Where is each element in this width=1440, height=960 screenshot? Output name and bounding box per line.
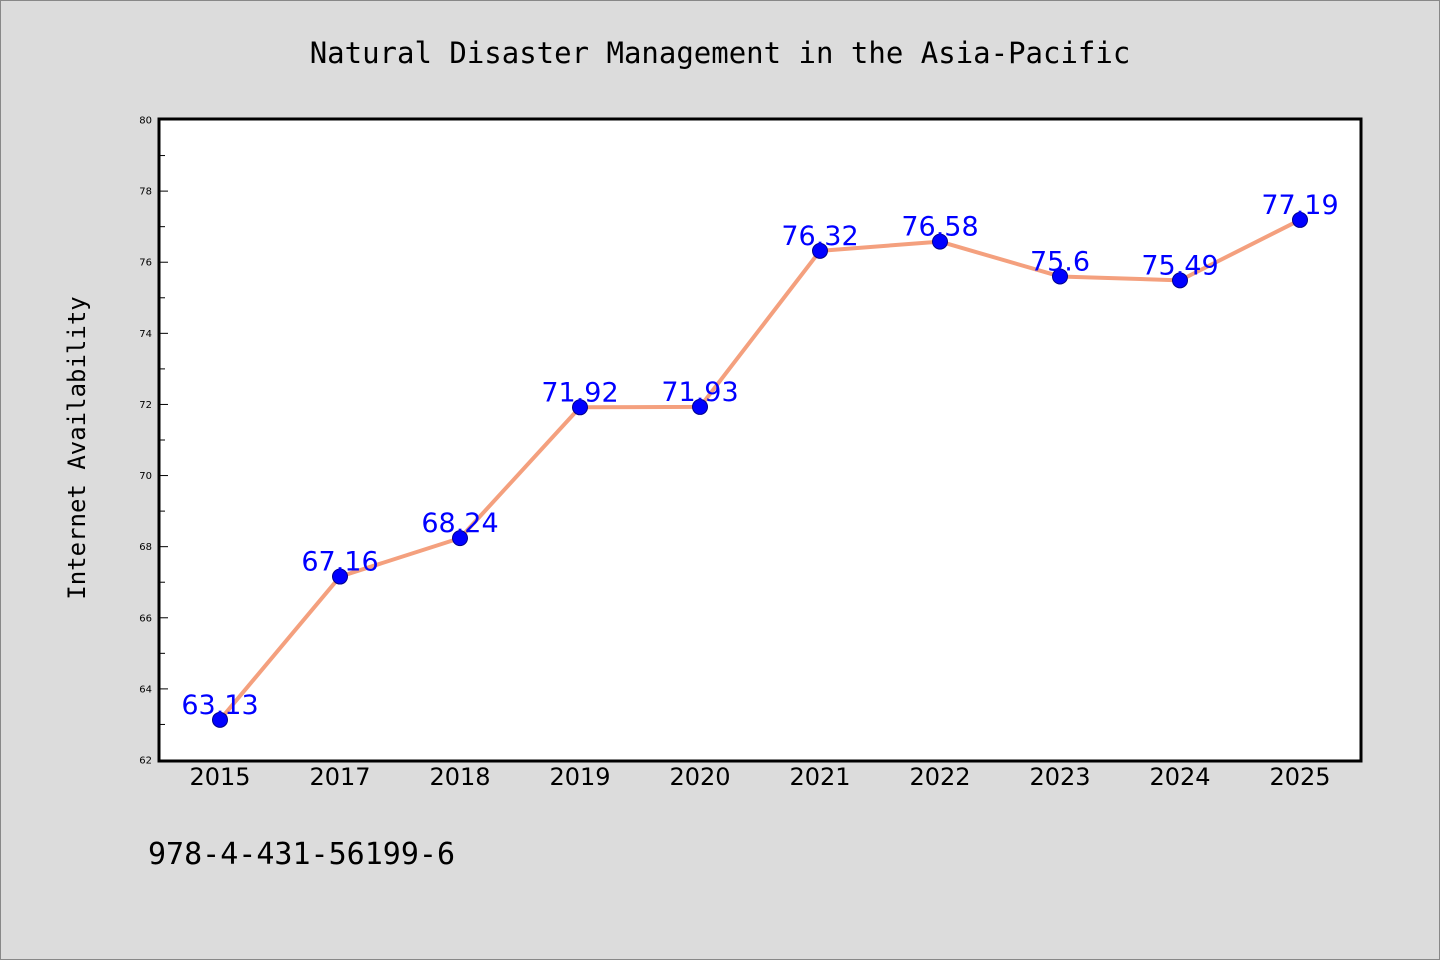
x-tick-label: 2020 [669,763,730,791]
plot-frame [157,117,1363,763]
data-point [572,399,588,416]
series-line [218,217,1302,722]
data-point [452,530,468,547]
y-tick-label: 70 [139,471,152,482]
y-tick-label: 80 [139,116,152,127]
data-label: 71.93 [661,377,738,408]
data-label: 75.6 [1030,246,1090,277]
data-point [1052,268,1068,285]
data-label: 76.32 [781,221,858,252]
data-point [332,568,348,585]
data-point [692,398,708,415]
data-label: 67.16 [301,547,378,578]
x-tick-label: 2024 [1149,763,1210,791]
x-tick-label: 2019 [549,763,610,791]
x-tick-label: 2017 [309,763,370,791]
y-tick-label: 66 [139,613,152,624]
data-point [932,233,948,250]
data-label: 76.58 [901,212,978,243]
data-point [1172,272,1188,289]
axis-ticks: 62 64 66 68 70 72 74 76 78 80 2015 2017 2018 2019 2020… [139,116,1330,792]
y-tick-label: 62 [139,756,152,767]
x-tick-label: 2021 [789,763,850,791]
x-tick-label: 2022 [909,763,970,791]
y-tick-label: 78 [139,187,152,198]
data-label: 68.24 [421,508,498,539]
plot-area [159,119,1361,761]
x-tick-label: 2015 [189,763,250,791]
y-tick-label: 64 [139,684,152,695]
data-label: 75.49 [1141,250,1218,281]
y-tick-label: 74 [139,329,152,340]
x-tick-label: 2018 [429,763,490,791]
series-layer: 63.13 67.16 68.24 71.92 71.93 76.32 76.58 75.6 7… [181,190,1339,728]
footer-isbn: 978-4-431-56199-6 [148,837,455,872]
y-tick-label: 72 [139,400,152,411]
chart-title: Natural Disaster Management in the Asia-… [310,36,1131,70]
data-label: 77.19 [1261,190,1338,221]
data-point [1292,211,1308,228]
data-point [812,242,828,259]
x-tick-label: 2023 [1029,763,1090,791]
data-label: 63.13 [181,690,258,721]
data-label: 71.92 [541,377,618,408]
x-tick-label: 2025 [1269,763,1330,791]
y-axis-label: Internet Availability [63,296,91,599]
y-tick-label: 76 [139,258,152,269]
data-point [212,711,228,728]
y-tick-label: 68 [139,542,152,553]
